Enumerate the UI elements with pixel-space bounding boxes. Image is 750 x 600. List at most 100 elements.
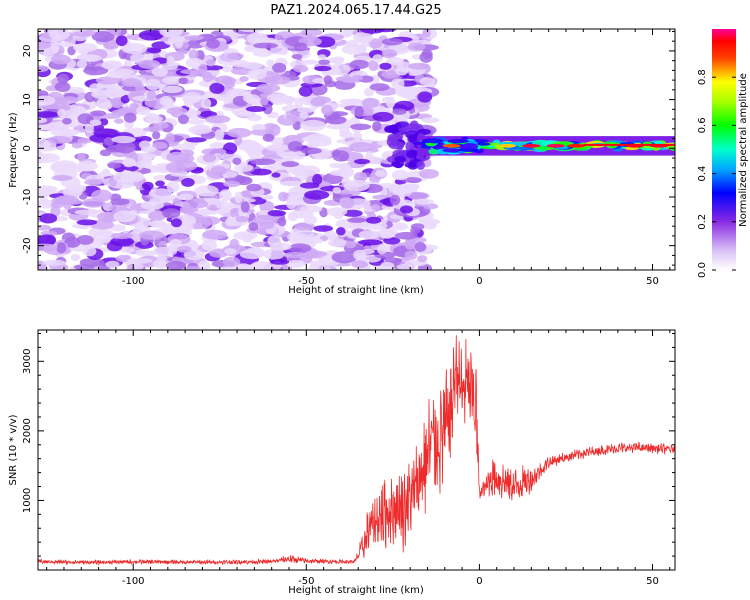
spectrogram-xlabel: Height of straight line (km)	[288, 285, 424, 296]
heatmap-cell	[145, 78, 161, 91]
heatmap-cell	[419, 77, 436, 86]
heatmap-cell	[106, 71, 130, 79]
heatmap-cell	[279, 180, 305, 187]
heatmap-cell	[336, 227, 346, 236]
heatmap-cell	[379, 62, 392, 70]
heatmap-cell	[354, 158, 371, 165]
heatmap-cell	[364, 87, 375, 97]
heatmap-cell	[209, 142, 227, 149]
heatmap-cell	[250, 261, 272, 270]
heatmap-cell	[359, 29, 385, 34]
snr-ylabel: SNR (10 * v/v)	[8, 414, 19, 485]
heatmap-cell	[138, 140, 152, 150]
heatmap-cell	[252, 215, 278, 225]
heatmap-cell	[419, 169, 439, 179]
heatmap-cell	[247, 68, 267, 80]
heatmap-cell	[410, 223, 425, 231]
heatmap-cell	[142, 114, 163, 124]
heatmap-cell	[352, 132, 363, 141]
x-tick-label: -100	[122, 276, 145, 287]
heatmap-cell	[405, 141, 414, 152]
heatmap-cell	[165, 261, 187, 270]
heatmap-cell	[368, 60, 379, 71]
heatmap-cell	[395, 131, 404, 141]
heatmap-cell	[404, 250, 418, 260]
heatmap-cell	[332, 150, 350, 162]
heatmap-cell	[395, 121, 410, 128]
heatmap-cell	[422, 220, 437, 230]
heatmap-cell	[278, 191, 289, 202]
heatmap-cell	[368, 38, 383, 49]
heatmap-cell	[384, 125, 399, 133]
heatmap-cell	[239, 249, 265, 260]
heatmap-cell	[110, 232, 133, 240]
heatmap-cell	[402, 177, 422, 183]
x-tick-label: 50	[646, 576, 659, 587]
heatmap-cell	[84, 179, 104, 186]
heatmap-cell	[343, 29, 353, 36]
heatmap-cell	[111, 135, 136, 144]
heatmap-cell	[126, 258, 153, 264]
heatmap-cell	[188, 125, 212, 135]
heatmap-cell	[283, 252, 307, 259]
heatmap-cell	[76, 219, 98, 226]
heatmap-cell	[240, 201, 250, 213]
heatmap-cell	[400, 205, 413, 214]
heatmap-cell	[351, 260, 369, 269]
snr-ticks: -100 -50 0 50 1000 2000 3000	[22, 330, 675, 587]
heatmap-cell	[407, 191, 430, 200]
y-tick-label: 1000	[22, 488, 33, 513]
heatmap-cell	[100, 229, 113, 238]
heatmap-cell	[202, 229, 228, 240]
heatmap-cell	[180, 69, 203, 75]
carrier-peak	[442, 144, 461, 148]
heatmap-cell	[328, 238, 347, 247]
heatmap-cell	[309, 238, 324, 244]
heatmap-cell	[62, 102, 71, 111]
heatmap-cell	[267, 235, 282, 247]
heatmap-cell	[369, 83, 390, 91]
heatmap-cell	[38, 117, 48, 124]
heatmap-cell	[73, 264, 95, 270]
heatmap-cell	[166, 56, 175, 67]
heatmap-cell	[77, 113, 94, 125]
heatmap-cell	[235, 216, 249, 223]
x-tick-label: 50	[646, 276, 659, 287]
heatmap-cell	[162, 208, 181, 219]
heatmap-cell	[198, 260, 211, 270]
heatmap-cell	[101, 101, 113, 110]
snr-series-line	[38, 335, 675, 567]
heatmap-cell	[278, 217, 287, 227]
heatmap-cell	[299, 111, 309, 119]
heatmap-cell	[314, 65, 332, 72]
heatmap-cell	[344, 179, 370, 192]
heatmap-cell	[371, 204, 380, 211]
heatmap-cell	[73, 43, 98, 53]
heatmap-cell	[200, 98, 212, 109]
heatmap-cell	[208, 204, 217, 211]
heatmap-cell	[222, 256, 241, 268]
heatmap-cell	[388, 141, 405, 150]
heatmap-cell	[130, 171, 143, 181]
heatmap-cell	[177, 245, 192, 253]
heatmap-cell	[77, 137, 92, 144]
heatmap-cell	[416, 160, 426, 170]
colorbar-gradient	[712, 29, 736, 270]
heatmap-cell	[266, 143, 289, 152]
heatmap-cell	[42, 259, 67, 266]
heatmap-cell	[242, 62, 263, 70]
heatmap-cell	[308, 264, 320, 270]
colorbar-tick-label: 0.0	[697, 262, 708, 278]
heatmap-cell	[38, 111, 59, 118]
heatmap-cell	[138, 59, 161, 69]
heatmap-cell	[372, 54, 384, 63]
heatmap-cell	[323, 75, 333, 84]
heatmap-cell	[51, 42, 60, 54]
heatmap-cell	[262, 103, 273, 115]
heatmap-cell	[291, 54, 303, 60]
heatmap-cell	[326, 207, 348, 217]
heatmap-cell	[287, 211, 298, 222]
heatmap-cell	[138, 29, 164, 41]
heatmap-cell	[71, 142, 83, 149]
